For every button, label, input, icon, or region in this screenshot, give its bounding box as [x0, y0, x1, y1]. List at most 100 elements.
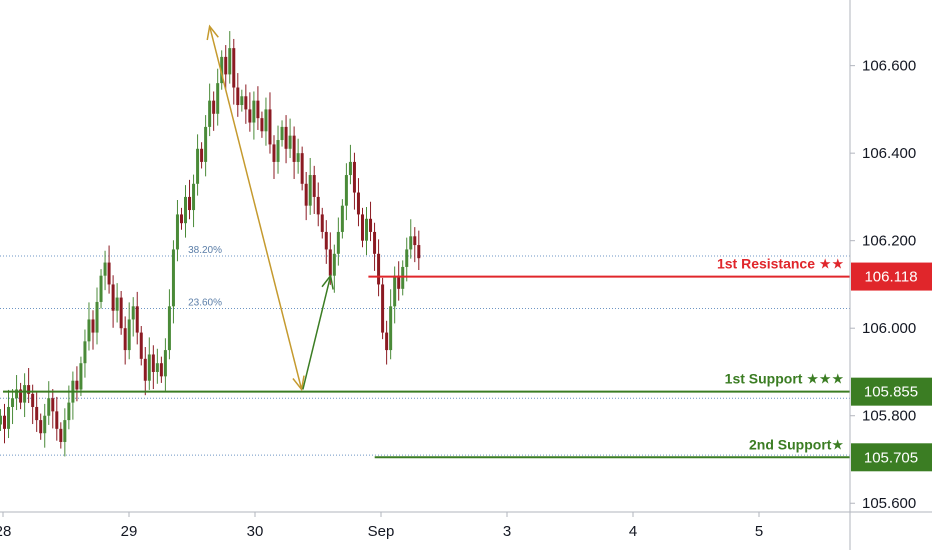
projection-arrow-head — [321, 273, 334, 290]
candle-body — [103, 262, 107, 276]
candle-body — [236, 87, 240, 106]
candle-body — [212, 100, 216, 114]
candle-body — [352, 161, 356, 193]
candle-body — [188, 196, 192, 211]
price-badge-bg — [851, 377, 932, 406]
candle-body — [7, 406, 11, 429]
candle — [385, 320, 389, 365]
candle — [192, 174, 196, 228]
swing-arrow-shaft — [208, 26, 303, 390]
candle-body — [99, 275, 103, 302]
candle — [336, 217, 340, 266]
candle — [304, 171, 308, 221]
price-badge-bg — [851, 262, 932, 291]
candle — [63, 408, 67, 457]
candle — [11, 389, 15, 425]
candle — [71, 371, 75, 420]
candle-body — [179, 214, 183, 224]
candle-body — [0, 415, 2, 425]
candle-body — [79, 363, 83, 390]
candle — [200, 142, 204, 169]
candle — [312, 165, 316, 214]
candle — [356, 178, 360, 227]
candle-body — [59, 428, 63, 442]
candle-body — [336, 231, 340, 254]
fib-level-label: 38.20% — [188, 245, 222, 256]
candle-body — [324, 231, 328, 250]
candle-body — [67, 402, 71, 421]
candle-body — [292, 135, 296, 162]
x-tick-label: 29 — [121, 523, 138, 540]
candle-body — [175, 214, 179, 250]
candle-body — [23, 385, 27, 403]
candle-body — [228, 48, 232, 75]
candle — [43, 403, 47, 448]
candle — [369, 201, 373, 242]
candle — [381, 277, 385, 340]
candle-body — [3, 415, 7, 429]
candle — [151, 345, 155, 390]
candle-body — [264, 109, 268, 132]
price-badge-value: 105.855 — [864, 384, 918, 401]
candle — [405, 237, 409, 282]
candle — [316, 182, 320, 227]
candle-body — [381, 284, 385, 333]
candle-body — [204, 126, 208, 162]
candle-body — [192, 183, 196, 211]
candle — [55, 396, 59, 441]
resistance-label: 1st Resistance ★★ — [717, 256, 844, 272]
candle — [260, 111, 264, 138]
candle-body — [51, 398, 55, 412]
candle — [111, 275, 115, 328]
candle-body — [369, 218, 373, 232]
candle-body — [155, 363, 159, 372]
candle — [103, 250, 107, 291]
candle-body — [389, 306, 393, 351]
candle — [397, 261, 401, 301]
candle — [284, 115, 288, 164]
candle-body — [220, 56, 224, 84]
candle-body — [15, 389, 19, 399]
candle-body — [256, 100, 260, 119]
candle-body — [288, 135, 292, 149]
candle — [232, 38, 236, 105]
candle-body — [312, 175, 316, 197]
x-tick-label: 5 — [755, 523, 763, 540]
support-label: 1st Support ★★★ — [725, 371, 844, 387]
candle — [115, 283, 119, 323]
candle — [135, 291, 139, 345]
candle-body — [373, 231, 377, 254]
candle-body — [200, 148, 204, 162]
candle — [216, 68, 220, 126]
candle — [139, 326, 143, 366]
candle-body — [31, 393, 35, 407]
candle — [236, 73, 240, 117]
candle — [163, 338, 167, 391]
candle-body — [75, 380, 79, 390]
candle — [143, 347, 147, 396]
candle-body — [401, 266, 405, 289]
candle-body — [413, 236, 417, 246]
candle — [51, 389, 55, 429]
candle-body — [304, 183, 308, 206]
price-badge-value: 106.118 — [864, 269, 917, 286]
candle-body — [344, 175, 348, 206]
candle — [155, 348, 159, 384]
candle-body — [47, 398, 51, 416]
price-badge-value: 105.705 — [864, 449, 918, 466]
candle — [35, 392, 39, 432]
candle — [23, 373, 27, 418]
candle — [401, 260, 405, 296]
candle — [196, 134, 200, 196]
candle-body — [365, 218, 369, 241]
candle — [91, 310, 95, 350]
candle — [99, 269, 103, 309]
candle — [188, 179, 192, 220]
candle-body — [308, 175, 312, 206]
candle — [27, 368, 31, 404]
candle — [127, 302, 131, 360]
candle — [332, 244, 336, 293]
candle-body — [143, 358, 147, 381]
